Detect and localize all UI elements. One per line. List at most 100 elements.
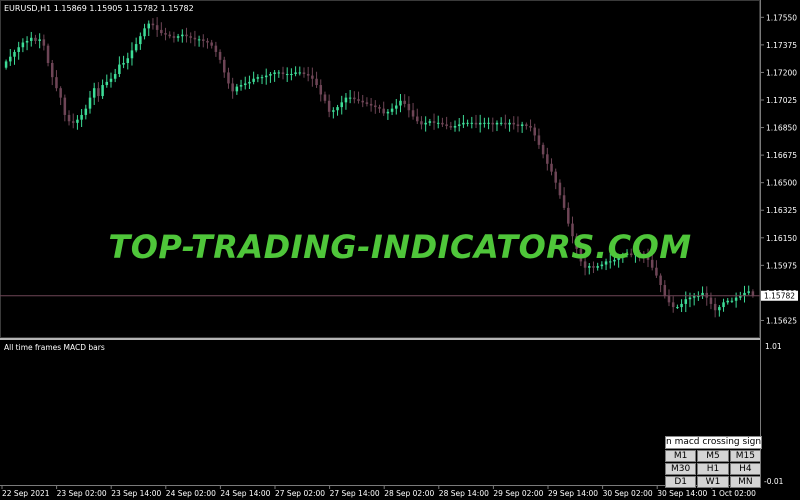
candle-body <box>520 124 524 126</box>
candle-body <box>71 121 75 123</box>
candle-body <box>634 251 637 256</box>
timeframe-button-mn[interactable]: MN <box>729 476 761 488</box>
macd-y-bottom-label: -0.01 <box>764 477 784 486</box>
candle-body <box>315 78 318 86</box>
candle-body <box>210 42 213 46</box>
candle-body <box>751 291 755 296</box>
candle-body <box>395 105 398 109</box>
macd-panel-title: All time frames MACD bars <box>4 343 105 352</box>
candle-body <box>4 61 8 68</box>
candle-body <box>151 23 155 26</box>
candle-body <box>231 83 234 92</box>
candle-body <box>17 47 20 52</box>
candle-body <box>457 124 461 126</box>
x-tick-label: 28 Sep 14:00 <box>439 489 489 498</box>
candle-body <box>55 77 58 89</box>
candle-body <box>504 122 507 125</box>
candle-body <box>13 51 16 57</box>
candle-body <box>298 72 302 74</box>
current-price-marker: 1.15782 <box>0 290 798 301</box>
candle-body <box>340 102 343 108</box>
candle-body <box>529 125 532 128</box>
candle-body <box>122 62 125 65</box>
x-tick-label: 29 Sep 02:00 <box>493 489 543 498</box>
candle-body <box>155 25 159 30</box>
candle-body <box>67 114 71 122</box>
timeframe-button-m15[interactable]: M15 <box>729 450 761 462</box>
candle-body <box>478 122 482 125</box>
candle-body <box>30 37 33 41</box>
candle-body <box>462 122 465 125</box>
timeframe-row: D1 W1 MN <box>665 475 762 488</box>
y-tick-label: 1.17550 <box>766 13 797 22</box>
candle-body <box>617 256 620 260</box>
candle-body <box>227 72 230 84</box>
candle-body <box>63 97 67 115</box>
candle-body <box>621 255 625 257</box>
candle-body <box>575 236 578 249</box>
candle-body <box>667 296 671 303</box>
candle-body <box>113 74 117 79</box>
x-tick-label: 29 Sep 14:00 <box>548 489 598 498</box>
candle-body <box>726 300 729 303</box>
y-tick-label: 1.17200 <box>766 68 797 77</box>
candle-body <box>646 255 650 260</box>
candle-body <box>38 39 41 41</box>
x-tick-label: 30 Sep 02:00 <box>603 489 653 498</box>
candle-body <box>306 74 310 76</box>
candle-body <box>453 125 457 128</box>
candle-body <box>302 72 306 75</box>
candle-body <box>160 29 163 34</box>
x-tick-label: 27 Sep 02:00 <box>275 489 325 498</box>
candle-body <box>269 74 272 76</box>
candle-body <box>680 303 683 308</box>
candle-body <box>9 56 12 62</box>
y-axis-ticks: 1.17550 1.17375 1.17200 1.17025 1.16850 1.166… <box>760 13 797 325</box>
timeframe-button-d1[interactable]: D1 <box>665 476 697 488</box>
timeframe-button-h4[interactable]: H4 <box>729 463 761 475</box>
timeframe-button-m1[interactable]: M1 <box>665 450 697 462</box>
x-axis-ticks: 22 Sep 2021 23 Sep 02:00 23 Sep 14:00 24 Se… <box>1 485 756 498</box>
candle-body <box>59 88 62 98</box>
timeframe-button-w1[interactable]: W1 <box>697 476 729 488</box>
candle-body <box>407 103 411 111</box>
candle-body <box>139 36 142 45</box>
candle-body <box>189 36 192 38</box>
timeframe-button-m5[interactable]: M5 <box>697 450 729 462</box>
candle-body <box>348 97 352 99</box>
candle-body <box>252 78 255 82</box>
candle-body <box>248 81 251 84</box>
candle-body <box>512 122 516 125</box>
timeframe-row: M30 H1 H4 <box>665 462 762 475</box>
candle-body <box>604 261 608 265</box>
timeframe-button-h1[interactable]: H1 <box>697 463 729 475</box>
candle-body <box>697 296 700 298</box>
candle-body <box>369 103 373 106</box>
candle-body <box>713 303 717 311</box>
candle-body <box>386 111 390 114</box>
current-price-label-box <box>761 290 798 301</box>
candle-body <box>264 75 268 78</box>
candle-body <box>432 121 436 123</box>
y-tick-label: 1.15625 <box>766 316 797 325</box>
signal-panel-title: n macd crossing signa <box>665 436 762 449</box>
x-tick-label: 1 Oct 02:00 <box>712 489 756 498</box>
candle-body <box>416 116 419 122</box>
timeframe-button-m30[interactable]: M30 <box>665 463 697 475</box>
candle-body <box>688 297 692 300</box>
candle-body <box>445 124 448 126</box>
candle-body <box>97 88 100 97</box>
candle-body <box>382 108 385 114</box>
candle-body <box>470 122 474 124</box>
candle-body <box>357 99 360 101</box>
candle-body <box>126 58 130 63</box>
candle-body <box>403 100 406 104</box>
candle-body <box>718 307 721 311</box>
y-tick-label: 1.15975 <box>766 261 797 270</box>
candle-body <box>101 85 104 97</box>
candles-group <box>4 17 755 318</box>
candle-body <box>474 122 478 125</box>
candle-body <box>567 207 570 224</box>
candle-body <box>181 34 184 37</box>
